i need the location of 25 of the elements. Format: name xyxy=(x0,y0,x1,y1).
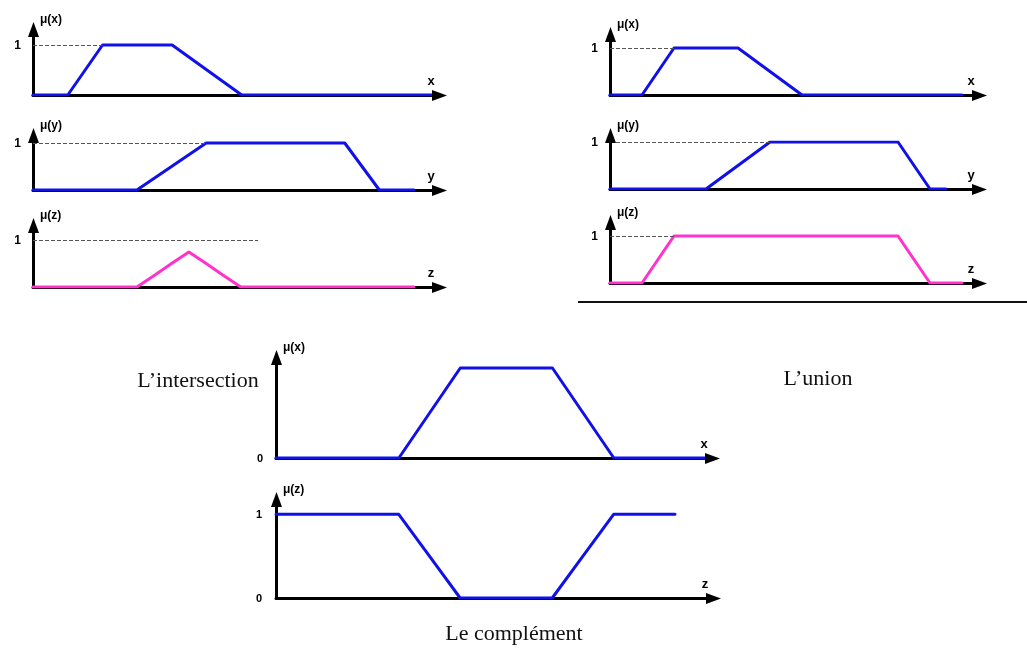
ref-line-label: 1 xyxy=(591,229,599,243)
y-axis-title: μ(z) xyxy=(283,482,305,496)
x-axis-title: y xyxy=(427,168,436,183)
ref-line-label: 1 xyxy=(14,233,22,248)
x-axis-title: x xyxy=(967,73,976,88)
y-axis-title: μ(x) xyxy=(283,340,306,354)
x-axis-title: z xyxy=(967,261,975,276)
y-axis-title: μ(x) xyxy=(40,12,63,26)
y-axis-title: μ(z) xyxy=(40,208,62,222)
x-axis-title: x xyxy=(427,73,436,88)
text: Le complément xyxy=(445,619,583,646)
y-axis-title: μ(x) xyxy=(617,17,640,31)
x-axis-title: z xyxy=(701,576,709,591)
text: L’union xyxy=(783,364,853,391)
y-axis-title: μ(y) xyxy=(40,118,63,132)
ref-line-label: 1 xyxy=(591,135,599,149)
x-axis-title: x xyxy=(700,436,709,451)
y-axis-title: μ(z) xyxy=(617,205,639,219)
ref-line-label: 1 xyxy=(591,41,599,55)
x-axis-title: y xyxy=(967,167,976,182)
ref-line-label: 1 xyxy=(14,38,22,52)
ref-line-label: 1 xyxy=(14,136,22,150)
y-axis-title: μ(y) xyxy=(617,118,640,132)
x-axis-title: z xyxy=(427,265,435,280)
text: L’intersection xyxy=(137,366,259,393)
